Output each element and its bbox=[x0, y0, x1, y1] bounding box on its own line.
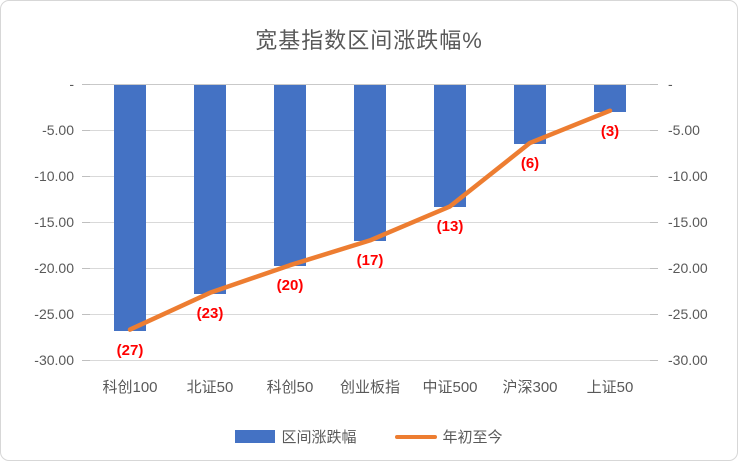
y-axis-tick-right bbox=[650, 84, 658, 85]
data-label: (3) bbox=[600, 123, 620, 140]
y-axis-tick-left bbox=[82, 176, 90, 177]
data-label: (23) bbox=[196, 305, 224, 322]
data-label: (13) bbox=[436, 218, 464, 235]
y-axis-tick-right bbox=[650, 176, 658, 177]
y-axis-tick-right bbox=[650, 268, 658, 269]
legend-item-区间涨跌幅[interactable]: 区间涨跌幅 bbox=[235, 426, 357, 447]
x-axis-line bbox=[90, 84, 650, 85]
x-axis-label: 沪深300 bbox=[502, 379, 558, 396]
legend-line-swatch bbox=[394, 434, 437, 439]
y-axis-tick-right bbox=[650, 314, 658, 315]
y-axis-label-right: -20.00 bbox=[668, 260, 708, 276]
y-axis-tick-left bbox=[82, 84, 90, 85]
y-axis-label-right: -10.00 bbox=[668, 168, 708, 184]
y-axis-tick-left bbox=[82, 130, 90, 131]
y-axis-label-right: - bbox=[668, 76, 673, 92]
bar-中证500[interactable] bbox=[434, 85, 466, 207]
data-label: (17) bbox=[356, 252, 384, 269]
bar-创业板指[interactable] bbox=[354, 85, 386, 241]
y-axis-label-left: -25.00 bbox=[34, 306, 74, 322]
x-axis-label: 科创100 bbox=[102, 379, 158, 396]
bar-上证50[interactable] bbox=[594, 85, 626, 112]
y-axis-label-left: -20.00 bbox=[34, 260, 74, 276]
bar-科创50[interactable] bbox=[274, 85, 306, 266]
x-axis-label: 上证50 bbox=[586, 379, 634, 396]
y-axis-tick-left bbox=[82, 222, 90, 223]
y-axis-tick-right bbox=[650, 130, 658, 131]
y-axis-label-left: -10.00 bbox=[34, 168, 74, 184]
data-label: (20) bbox=[276, 277, 304, 294]
bar-北证50[interactable] bbox=[194, 85, 226, 294]
legend-label: 区间涨跌幅 bbox=[281, 429, 357, 446]
gridline bbox=[90, 314, 650, 315]
y-axis-label-left: -30.00 bbox=[34, 352, 74, 368]
y-axis-label-right: -30.00 bbox=[668, 352, 708, 368]
y-axis-tick-right bbox=[650, 222, 658, 223]
x-axis-label: 创业板指 bbox=[339, 379, 401, 396]
y-axis-tick-left bbox=[82, 268, 90, 269]
data-label: (6) bbox=[520, 155, 540, 172]
y-axis-tick-right bbox=[650, 360, 658, 361]
legend-item-年初至今[interactable]: 年初至今 bbox=[394, 426, 503, 447]
legend-label: 年初至今 bbox=[442, 429, 503, 446]
y-axis-label-left: -15.00 bbox=[34, 214, 74, 230]
x-axis-label: 北证50 bbox=[186, 379, 234, 396]
x-axis-label: 中证500 bbox=[422, 379, 478, 396]
y-axis-label-right: -25.00 bbox=[668, 306, 708, 322]
x-axis-label: 科创50 bbox=[266, 379, 314, 396]
legend: 区间涨跌幅 年初至今 bbox=[1, 426, 737, 447]
y-axis-label-left: -5.00 bbox=[42, 122, 74, 138]
y-axis-tick-left bbox=[82, 360, 90, 361]
gridline bbox=[90, 360, 650, 361]
data-label: (27) bbox=[116, 342, 144, 359]
legend-bar-swatch bbox=[235, 430, 276, 443]
bar-科创100[interactable] bbox=[114, 85, 146, 331]
bar-沪深300[interactable] bbox=[514, 85, 546, 144]
y-axis-label-left: - bbox=[69, 76, 74, 92]
y-axis-label-right: -5.00 bbox=[668, 122, 700, 138]
y-axis-label-right: -15.00 bbox=[668, 214, 708, 230]
chart-title: 宽基指数区间涨跌幅% bbox=[255, 28, 483, 53]
gridline bbox=[90, 268, 650, 269]
y-axis-tick-left bbox=[82, 314, 90, 315]
